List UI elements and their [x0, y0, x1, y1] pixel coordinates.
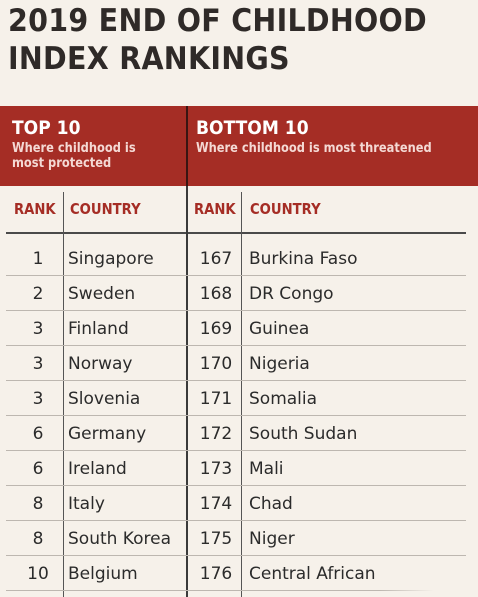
bottom10-country-cell: Guinea: [249, 319, 310, 339]
row-divider: [6, 380, 466, 381]
top10-country-cell: Belgium: [68, 564, 138, 584]
bottom10-country-cell: DR Congo: [249, 284, 334, 304]
bottom10-rank-cell: 170: [199, 354, 233, 374]
bottom10-rank-cell: 167: [199, 249, 233, 269]
table-row: 2 Sweden 168 DR Congo: [6, 276, 466, 311]
bottom10-rank-header: RANK: [194, 200, 236, 218]
title-line-2: INDEX RANKINGS: [8, 41, 290, 77]
row-divider: [6, 275, 466, 276]
top10-rank-divider: [63, 192, 64, 597]
bottom10-country-cell: Chad: [249, 494, 293, 514]
row-divider: [6, 310, 466, 311]
top10-country-cell: Italy: [68, 494, 105, 514]
row-divider: [6, 415, 466, 416]
bottom10-country-cell: Burkina Faso: [249, 249, 358, 269]
top10-subheading: Where childhood is most protected: [12, 141, 136, 171]
top10-rank-cell: 3: [32, 389, 44, 409]
banner-divider: [186, 106, 188, 186]
bottom10-rank-divider: [241, 192, 242, 597]
section-banner: TOP 10 Where childhood is most protected…: [0, 106, 478, 186]
row-divider: [6, 590, 466, 591]
table-row: 3 Finland 169 Guinea: [6, 311, 466, 346]
bottom10-rank-cell: 175: [199, 529, 233, 549]
bottom10-country-header: COUNTRY: [250, 200, 321, 218]
top10-rank-cell: 2: [32, 284, 44, 304]
top10-rank-cell: 3: [32, 319, 44, 339]
top10-country-header: COUNTRY: [70, 200, 141, 218]
top10-rank-cell: 8: [32, 529, 44, 549]
bottom10-country-cell: Somalia: [249, 389, 318, 409]
top10-country-cell: Germany: [68, 424, 147, 444]
bottom10-country-cell: Niger: [249, 529, 295, 549]
top10-rank-cell: 6: [32, 459, 44, 479]
bottom10-country-cell: South Sudan: [249, 424, 358, 444]
row-divider: [6, 555, 466, 556]
bottom10-rank-cell: 174: [199, 494, 233, 514]
table-row: 6 Germany 172 South Sudan: [6, 416, 466, 451]
bottom10-rank-cell: 169: [199, 319, 233, 339]
bottom10-rank-cell: 172: [199, 424, 233, 444]
row-divider: [6, 345, 466, 346]
bottom10-rank-cell: 168: [199, 284, 233, 304]
top10-country-cell: Norway: [68, 354, 133, 374]
top10-heading: TOP 10: [12, 117, 81, 139]
top10-rank-cell: 1: [32, 249, 44, 269]
row-divider: [6, 520, 466, 521]
table-row: 10 Belgium 176 Central African: [6, 556, 466, 591]
title-line-1: 2019 END OF CHILDHOOD: [8, 3, 428, 39]
center-divider: [186, 186, 188, 597]
table-row: 3 Slovenia 171 Somalia: [6, 381, 466, 416]
table-row: 1 Singapore 167 Burkina Faso: [6, 241, 466, 276]
bottom10-subheading: Where childhood is most threatened: [196, 141, 432, 156]
top10-rank-cell: 6: [32, 424, 44, 444]
table-row: 6 Ireland 173 Mali: [6, 451, 466, 486]
table-row: 8 South Korea 175 Niger: [6, 521, 466, 556]
bottom10-country-cell: Central African: [249, 564, 376, 584]
bottom10-banner: BOTTOM 10 Where childhood is most threat…: [196, 117, 476, 156]
table-row: 3 Norway 170 Nigeria: [6, 346, 466, 381]
image-edge-fade: [380, 560, 478, 597]
bottom10-rank-cell: 173: [199, 459, 233, 479]
row-divider: [6, 485, 466, 486]
top10-country-cell: Singapore: [68, 249, 154, 269]
header-rule: [6, 232, 466, 234]
top10-rank-cell: 8: [32, 494, 44, 514]
top10-country-cell: South Korea: [68, 529, 172, 549]
top10-country-cell: Slovenia: [68, 389, 141, 409]
bottom10-heading: BOTTOM 10: [196, 117, 309, 139]
page-title: 2019 END OF CHILDHOOD INDEX RANKINGS: [8, 2, 427, 78]
table-row: 8 Italy 174 Chad: [6, 486, 466, 521]
top10-rank-cell: 10: [27, 564, 49, 584]
row-divider: [6, 450, 466, 451]
top10-rank-header: RANK: [14, 200, 56, 218]
top10-banner: TOP 10 Where childhood is most protected: [12, 117, 182, 171]
bottom10-country-cell: Mali: [249, 459, 284, 479]
bottom10-country-cell: Nigeria: [249, 354, 310, 374]
top10-country-cell: Ireland: [68, 459, 127, 479]
top10-country-cell: Finland: [68, 319, 129, 339]
bottom10-rank-cell: 171: [199, 389, 233, 409]
top10-rank-cell: 3: [32, 354, 44, 374]
bottom10-rank-cell: 176: [199, 564, 233, 584]
top10-country-cell: Sweden: [68, 284, 136, 304]
